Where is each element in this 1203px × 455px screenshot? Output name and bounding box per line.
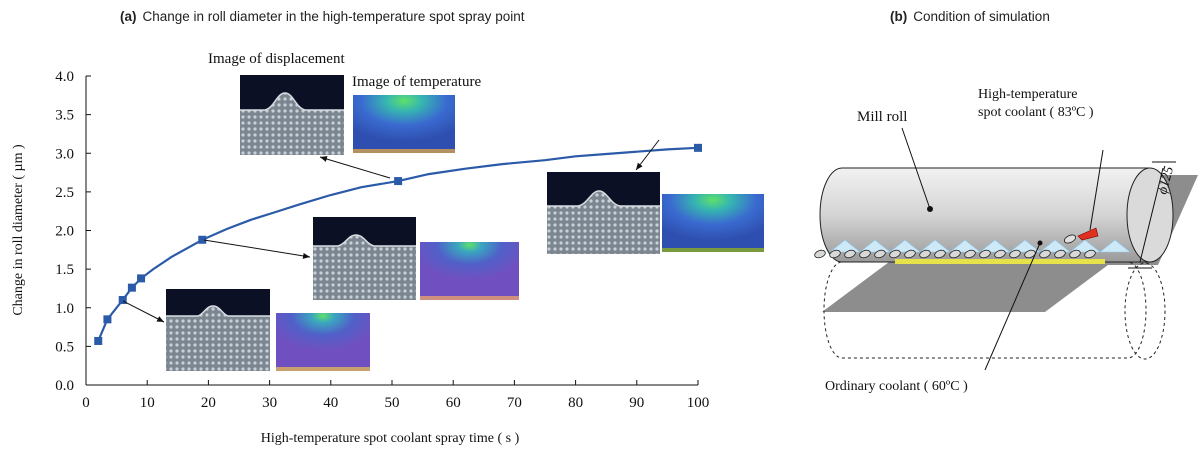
temperature-image-label: Image of temperature: [352, 74, 481, 90]
x-tick-label: 40: [323, 395, 338, 411]
spot-coolant-label-line1: High-temperature: [978, 87, 1078, 102]
coolant-nozzle: [814, 249, 826, 259]
coolant-nozzle: [994, 249, 1006, 259]
panel-b-letter: (b): [890, 9, 908, 24]
y-axis-label: Change in roll diameter ( µm ): [11, 144, 26, 316]
mill-roll-leader: [901, 127, 931, 210]
data-point-marker: [103, 315, 112, 324]
inset-temperature-t19: [420, 242, 519, 300]
y-tick-label: 1.0: [55, 301, 74, 317]
panel-a-letter: (a): [120, 9, 137, 24]
coolant-nozzle: [964, 249, 976, 259]
x-tick-label: 60: [446, 395, 461, 411]
coolant-nozzle: [889, 249, 901, 259]
coolant-nozzle: [934, 249, 946, 259]
y-tick-label: 0.0: [55, 378, 74, 394]
x-tick-label: 100: [687, 395, 710, 411]
inset-displacement-t19: [313, 217, 416, 300]
coolant-nozzle: [844, 249, 856, 259]
ordinary-coolant-leader: [984, 242, 1041, 371]
y-tick-label: 3.0: [55, 146, 74, 162]
coolant-nozzle: [1054, 249, 1066, 259]
callout-arrow-t6: [122, 300, 165, 323]
diameter-label: ϕ125: [1155, 165, 1177, 196]
y-tick-label: 0.5: [55, 339, 74, 355]
data-point-marker: [394, 177, 403, 186]
simulation-illustration: [814, 127, 1198, 371]
coolant-nozzle: [874, 249, 886, 259]
x-tick-label: 10: [140, 395, 155, 411]
data-point-marker: [118, 296, 127, 305]
ordinary-coolant-label: Ordinary coolant ( 60ºC ): [825, 379, 968, 394]
inset-displacement-t100: [547, 172, 660, 254]
data-point-marker: [198, 235, 207, 244]
data-point-marker: [127, 283, 136, 292]
x-tick-label: 0: [82, 395, 90, 411]
displacement-image-label: Image of displacement: [208, 51, 345, 67]
coolant-nozzle: [1024, 249, 1036, 259]
entry-strip: [822, 262, 1112, 312]
coolant-nozzle: [904, 249, 916, 259]
spot-coolant-nozzle: [1077, 227, 1099, 241]
y-tick-label: 4.0: [55, 69, 74, 85]
panel-b-title: (b) Condition of simulation: [890, 9, 1050, 24]
spot-nozzle-tip: [1063, 234, 1077, 244]
coolant-nozzle: [1084, 249, 1096, 259]
y-ticks: 0.0 0.5 1.0 1.5 2.0 2.5 3.0 3.5 4.0: [55, 69, 91, 394]
x-tick-label: 80: [568, 395, 583, 411]
data-point-marker: [94, 336, 103, 345]
spot-region-strip: [895, 259, 1105, 264]
x-tick-label: 50: [385, 395, 400, 411]
x-tick-label: 70: [507, 395, 522, 411]
callout-arrow-t100: [635, 139, 660, 171]
coolant-nozzle: [1009, 249, 1021, 259]
coolant-nozzle: [829, 249, 841, 259]
x-axis-label: High-temperature spot coolant spray time…: [261, 431, 520, 446]
spot-coolant-label-line2: spot coolant ( 83ºC ): [978, 105, 1094, 120]
coolant-spray: [829, 239, 1131, 253]
panel-a-title-text: Change in roll diameter in the high-temp…: [142, 9, 525, 24]
coolant-nozzle: [1039, 249, 1051, 259]
panel-b-title-text: Condition of simulation: [913, 9, 1050, 24]
inset-temperature-t6: [276, 313, 370, 371]
coolant-nozzle: [1069, 249, 1081, 259]
spot-coolant-leader: [1089, 149, 1104, 231]
x-tick-label: 30: [262, 395, 277, 411]
x-tick-label: 20: [201, 395, 216, 411]
mill-roll-end-face: [1126, 167, 1174, 263]
y-tick-label: 1.5: [55, 262, 74, 278]
lower-roll-end: [1124, 262, 1166, 360]
series-markers: [94, 143, 702, 345]
callout-arrow-t51: [319, 156, 391, 179]
inset-temperature-t51: [353, 95, 455, 153]
inset-displacement-t51: [240, 75, 344, 155]
coolant-nozzle: [949, 249, 961, 259]
x-ticks: 0 10 20 30 40 50 60 70 80 90 100: [82, 380, 709, 411]
diameter-dimension-line: [1139, 167, 1164, 263]
inset-temperature-t100: [662, 194, 764, 252]
coolant-nozzle: [919, 249, 931, 259]
inset-displacement-t6: [166, 289, 270, 371]
y-tick-label: 2.0: [55, 224, 74, 240]
x-tick-label: 90: [629, 395, 644, 411]
y-tick-label: 3.5: [55, 108, 74, 124]
mill-roll-label: Mill roll: [857, 109, 907, 125]
y-tick-label: 2.5: [55, 185, 74, 201]
data-point-marker: [694, 143, 702, 152]
data-point-marker: [137, 274, 146, 283]
coolant-nozzle: [859, 249, 871, 259]
callout-arrow-t19: [203, 239, 311, 259]
coolant-nozzle: [979, 249, 991, 259]
ordinary-coolant-nozzles: [814, 249, 1096, 259]
panel-a-title: (a) Change in roll diameter in the high-t…: [120, 9, 524, 24]
